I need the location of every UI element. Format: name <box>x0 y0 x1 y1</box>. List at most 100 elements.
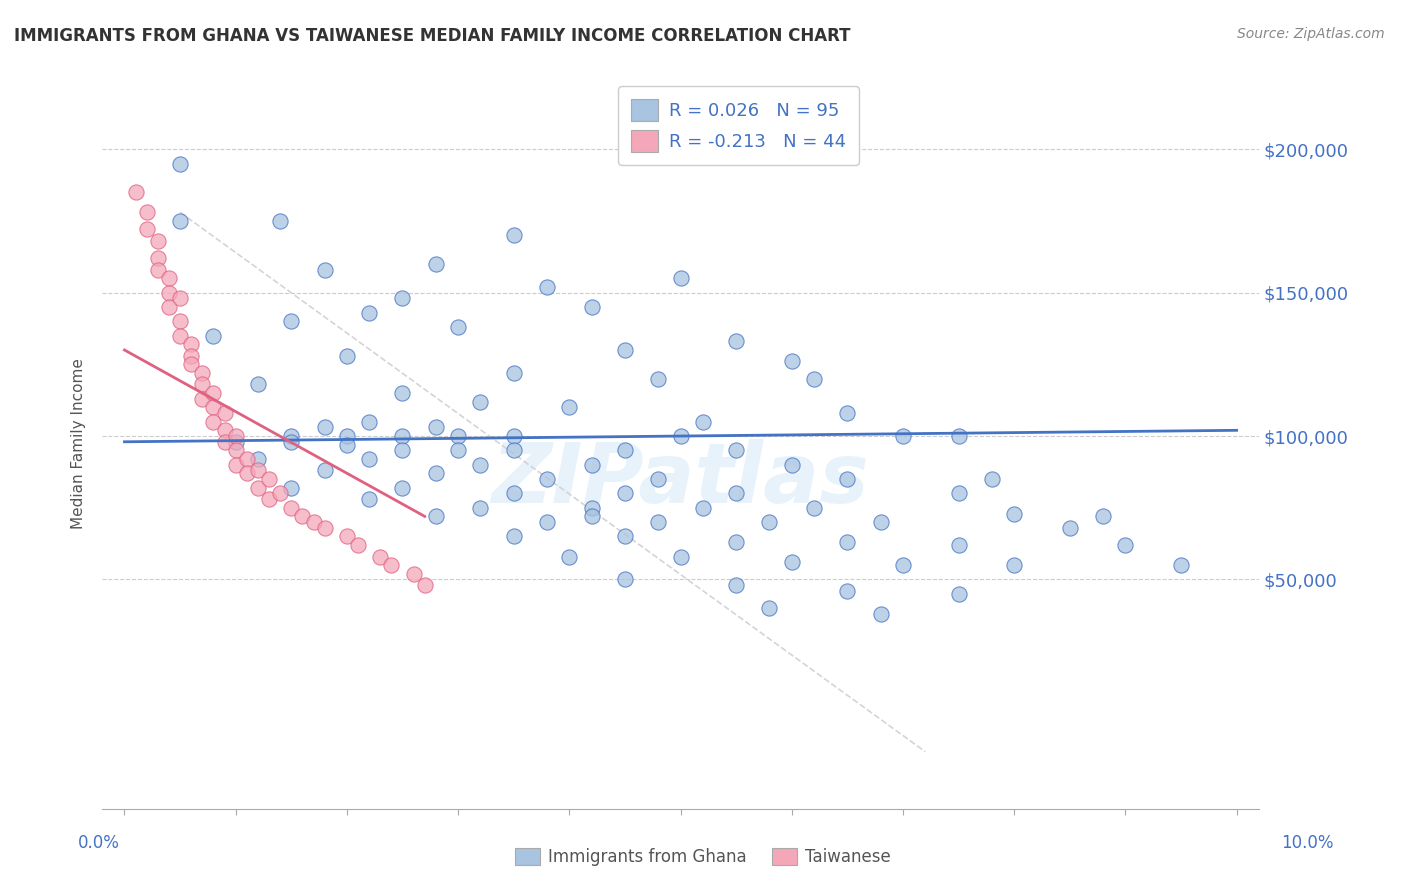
Point <box>146 251 169 265</box>
Point <box>758 515 780 529</box>
Point <box>502 228 524 243</box>
Point <box>191 392 214 406</box>
Point <box>725 535 748 549</box>
Point <box>425 257 447 271</box>
Point <box>246 377 269 392</box>
Y-axis label: Median Family Income: Median Family Income <box>72 358 86 529</box>
Point <box>470 394 492 409</box>
Point <box>725 334 748 349</box>
Point <box>225 429 247 443</box>
Point <box>246 463 269 477</box>
Point <box>780 555 803 569</box>
Point <box>502 486 524 500</box>
Point <box>891 558 914 573</box>
Text: IMMIGRANTS FROM GHANA VS TAIWANESE MEDIAN FAMILY INCOME CORRELATION CHART: IMMIGRANTS FROM GHANA VS TAIWANESE MEDIA… <box>14 27 851 45</box>
Point <box>581 458 603 472</box>
Point <box>368 549 391 564</box>
Point <box>425 420 447 434</box>
Point <box>758 601 780 615</box>
Point <box>157 285 180 300</box>
Point <box>536 515 558 529</box>
Point <box>1002 558 1025 573</box>
Point <box>725 578 748 592</box>
Point <box>280 429 302 443</box>
Point <box>246 452 269 467</box>
Point <box>413 578 436 592</box>
Point <box>447 429 470 443</box>
Point <box>202 401 225 415</box>
Point <box>647 372 669 386</box>
Point <box>191 377 214 392</box>
Text: Source: ZipAtlas.com: Source: ZipAtlas.com <box>1237 27 1385 41</box>
Point <box>1002 507 1025 521</box>
Point <box>692 500 714 515</box>
Point <box>402 566 425 581</box>
Point <box>314 521 336 535</box>
Point <box>725 443 748 458</box>
Point <box>669 549 692 564</box>
Legend: R = 0.026   N = 95, R = -0.213   N = 44: R = 0.026 N = 95, R = -0.213 N = 44 <box>619 87 859 165</box>
Point <box>391 481 413 495</box>
Point <box>948 429 970 443</box>
Point <box>1059 521 1081 535</box>
Point <box>425 509 447 524</box>
Point <box>948 486 970 500</box>
Point <box>1114 538 1136 552</box>
Point <box>647 515 669 529</box>
Point <box>669 429 692 443</box>
Point <box>359 415 381 429</box>
Point <box>169 156 191 170</box>
Point <box>948 587 970 601</box>
Point <box>291 509 314 524</box>
Point <box>180 349 202 363</box>
Point <box>391 291 413 305</box>
Point <box>236 452 259 467</box>
Point <box>502 529 524 543</box>
Point <box>780 354 803 368</box>
Point <box>1170 558 1192 573</box>
Point <box>613 529 636 543</box>
Point <box>280 481 302 495</box>
Point <box>225 458 247 472</box>
Point <box>692 415 714 429</box>
Point <box>536 472 558 486</box>
Point <box>380 558 402 573</box>
Point <box>869 515 891 529</box>
Point <box>647 472 669 486</box>
Point <box>280 314 302 328</box>
Point <box>269 214 291 228</box>
Point <box>613 573 636 587</box>
Point <box>191 366 214 380</box>
Point <box>447 320 470 334</box>
Point <box>359 306 381 320</box>
Point <box>425 467 447 481</box>
Point <box>613 443 636 458</box>
Point <box>157 271 180 285</box>
Point <box>447 443 470 458</box>
Point <box>891 429 914 443</box>
Point <box>725 486 748 500</box>
Point <box>236 467 259 481</box>
Point <box>391 386 413 401</box>
Point <box>225 434 247 449</box>
Point <box>135 222 157 236</box>
Point <box>502 366 524 380</box>
Point <box>169 314 191 328</box>
Point <box>314 420 336 434</box>
Point <box>837 535 859 549</box>
Point <box>837 406 859 420</box>
Point <box>135 205 157 219</box>
Point <box>180 337 202 351</box>
Point <box>837 472 859 486</box>
Point <box>336 429 359 443</box>
Point <box>780 458 803 472</box>
Point <box>1092 509 1115 524</box>
Point <box>558 549 581 564</box>
Point <box>314 463 336 477</box>
Point <box>336 437 359 451</box>
Point <box>146 234 169 248</box>
Point <box>169 291 191 305</box>
Legend: Immigrants from Ghana, Taiwanese: Immigrants from Ghana, Taiwanese <box>509 841 897 873</box>
Point <box>470 458 492 472</box>
Point <box>613 486 636 500</box>
